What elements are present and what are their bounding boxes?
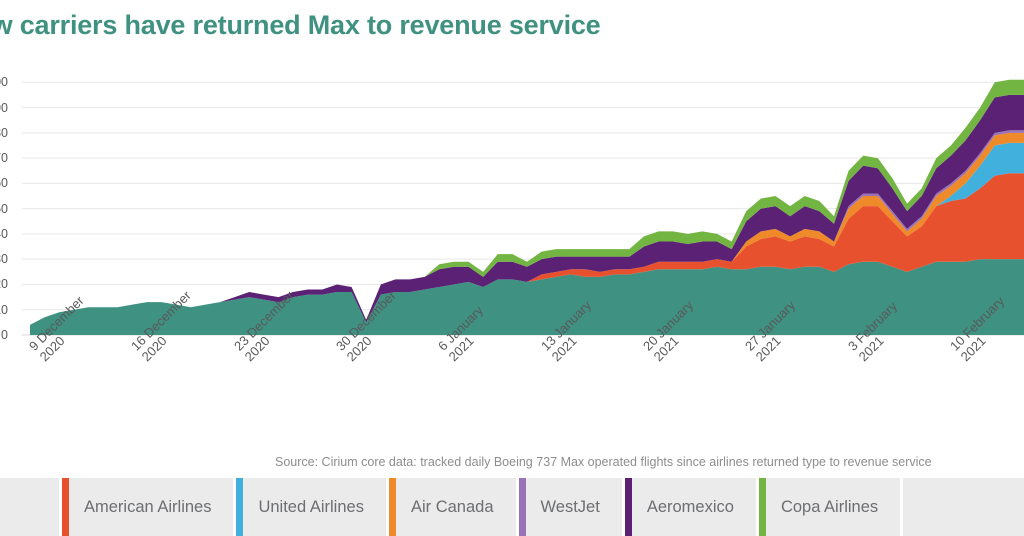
legend-item-copa-airlines[interactable]: Copa Airlines	[758, 478, 904, 536]
y-tick-label: 100	[0, 75, 8, 90]
area-series-american-airlines	[30, 173, 1024, 325]
y-tick-label: 30	[0, 252, 8, 267]
y-axis: 0 10 20 30 40 50 60 70 80 90 100	[0, 50, 22, 342]
stacked-area-chart	[22, 79, 1024, 336]
y-tick-label: 50	[0, 201, 8, 216]
x-axis: 9 December 2020 16 December 2020 23 December…	[0, 288, 1024, 447]
legend-swatch-icon	[388, 478, 396, 536]
legend-swatch-icon	[758, 478, 766, 536]
chart-legend: American Airlines United Airlines Air Cana…	[0, 478, 1024, 536]
y-tick-label: 20	[0, 277, 8, 292]
y-tick-label: 80	[0, 125, 8, 140]
legend-item-united-airlines[interactable]: United Airlines	[236, 478, 389, 536]
legend-swatch-icon	[62, 478, 69, 536]
area-series-aeromexico	[30, 94, 1024, 325]
legend-swatch-icon	[624, 478, 632, 536]
y-tick-label: 0	[1, 328, 8, 342]
y-tick-label: 60	[0, 176, 8, 191]
legend-swatch-icon	[518, 478, 526, 536]
y-tick-label: 40	[0, 226, 8, 241]
legend-label: WestJet	[526, 478, 625, 536]
legend-item-aeromexico[interactable]: Aeromexico	[624, 478, 759, 536]
legend-swatch-icon	[236, 478, 244, 536]
page-title: How carriers have returned Max to revenu…	[0, 10, 601, 40]
legend-item-american-airlines[interactable]: American Airlines	[62, 478, 237, 536]
y-tick-label: 10	[0, 302, 8, 317]
legend-label: American Airlines	[69, 478, 237, 536]
legend-label: United Airlines	[243, 478, 389, 536]
legend-item-air-canada[interactable]: Air Canada	[388, 478, 519, 536]
legend-label: Copa Airlines	[766, 478, 904, 536]
legend-item-westjet[interactable]: WestJet	[518, 478, 625, 536]
legend-label: Aeromexico	[632, 478, 759, 536]
legend-spacer	[0, 478, 62, 536]
legend-label: Air Canada	[396, 478, 519, 536]
source-note: Source: Cirium core data: tracked daily …	[275, 455, 932, 469]
plot-area	[0, 50, 1024, 350]
area-series-other-carriers	[30, 259, 1024, 335]
y-tick-label: 90	[0, 100, 8, 115]
y-tick-label: 70	[0, 151, 8, 166]
